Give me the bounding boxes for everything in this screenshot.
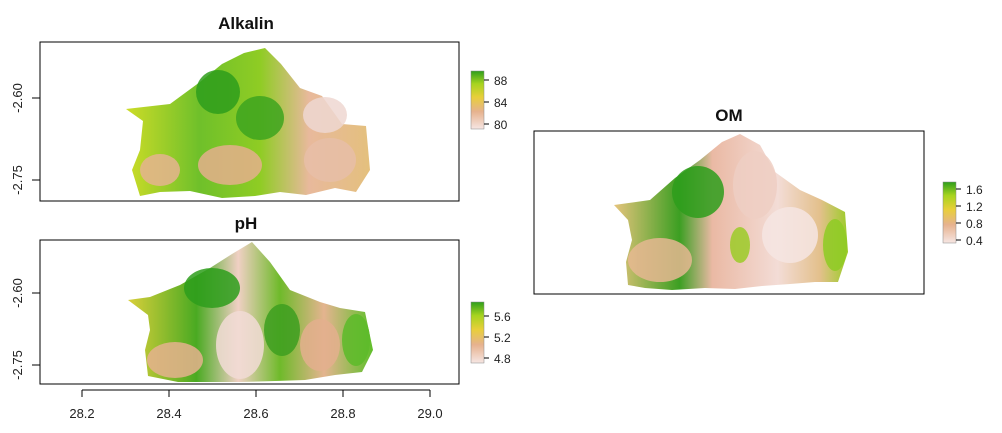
om-legend-label: 0.8 [966,217,983,231]
ph-legend-label: 5.6 [494,310,511,324]
ph-xtick-label: 28.8 [330,406,355,421]
om-legend-label: 0.4 [966,234,983,248]
alkalin-ytick-label: -2.75 [10,165,25,195]
ph-legend-label: 4.8 [494,352,511,366]
om-legend-label: 1.6 [966,183,983,197]
ph-ytick-label: -2.75 [10,350,25,380]
ph-ytick-label: -2.60 [10,278,25,308]
alkalin-legend-label: 80 [494,118,508,132]
alkalin-legend-label: 88 [494,74,508,88]
om-legend-label: 1.2 [966,200,983,214]
om-panel: OM 1.6 1.2 0.8 0.4 [533,106,983,295]
alkalin-legend-colorbar [470,70,485,130]
ph-title: pH [235,214,258,233]
ph-legend-label: 5.2 [494,331,511,345]
alkalin-title: Alkalin [218,14,274,33]
ph-xtick-label: 28.4 [156,406,181,421]
om-region-overlays [628,151,847,282]
ph-legend-colorbar [470,301,485,364]
ph-xtick-label: 29.0 [417,406,442,421]
alkalin-ytick-label: -2.60 [10,83,25,113]
alkalin-region-overlays [140,70,356,186]
ph-region-overlays [147,268,370,379]
om-legend-colorbar [942,181,957,244]
ph-xtick-label: 28.2 [69,406,94,421]
ph-xtick-label: 28.6 [243,406,268,421]
alkalin-legend-label: 84 [494,96,508,110]
ph-panel: pH -2.60 -2.75 28.2 28.4 28.6 28.8 29.0 … [10,214,511,421]
alkalin-panel: Alkalin -2.60 -2.75 88 84 80 [10,14,508,202]
om-title: OM [715,106,742,125]
